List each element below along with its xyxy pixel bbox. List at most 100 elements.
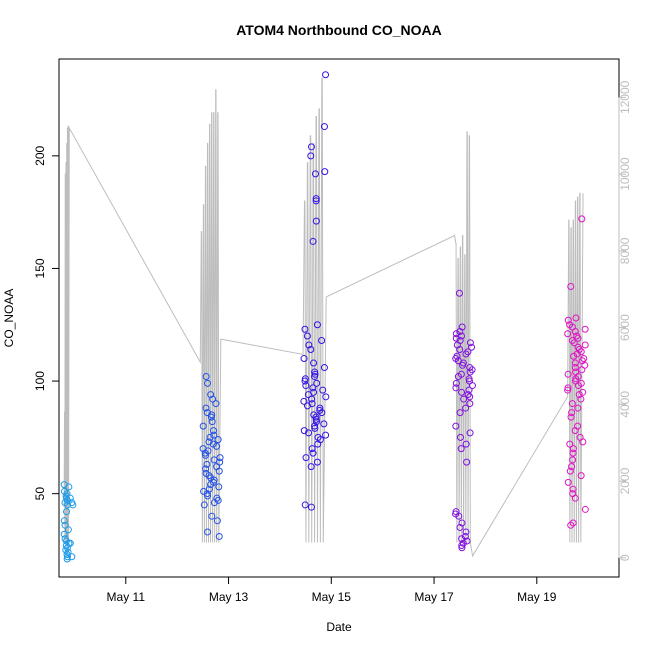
data-point bbox=[568, 463, 576, 471]
data-points bbox=[60, 71, 589, 563]
data-point bbox=[204, 528, 212, 536]
data-point bbox=[568, 337, 576, 345]
data-point bbox=[456, 409, 464, 417]
data-point bbox=[208, 418, 216, 426]
data-point bbox=[571, 364, 579, 372]
data-point bbox=[301, 377, 309, 385]
data-point bbox=[300, 427, 308, 435]
data-point bbox=[64, 526, 72, 534]
data-point bbox=[466, 364, 474, 372]
data-point bbox=[581, 341, 589, 349]
data-point bbox=[572, 375, 580, 383]
data-point bbox=[458, 541, 466, 549]
y-axis-label: CO_NOAA bbox=[2, 289, 16, 348]
data-point bbox=[456, 328, 464, 336]
data-point bbox=[564, 370, 572, 378]
data-point bbox=[309, 237, 317, 245]
data-point bbox=[574, 404, 582, 412]
data-point bbox=[320, 123, 328, 131]
data-point bbox=[302, 454, 310, 462]
data-point bbox=[204, 379, 212, 387]
data-point bbox=[322, 71, 330, 79]
data-point bbox=[312, 217, 320, 225]
data-point bbox=[311, 422, 319, 430]
data-point bbox=[465, 386, 473, 394]
data-point bbox=[458, 519, 466, 527]
data-point bbox=[570, 339, 578, 347]
data-point bbox=[305, 341, 313, 349]
data-point bbox=[205, 485, 213, 493]
data-point bbox=[301, 501, 309, 509]
data-point bbox=[572, 314, 580, 322]
data-point bbox=[468, 382, 476, 390]
altitude-trace bbox=[63, 77, 584, 558]
data-point bbox=[454, 373, 462, 381]
y-tick-label: 150 bbox=[33, 258, 47, 278]
data-point bbox=[577, 395, 585, 403]
data-point bbox=[462, 440, 470, 448]
data-point bbox=[307, 463, 315, 471]
data-point bbox=[457, 445, 465, 453]
data-point bbox=[568, 400, 576, 408]
y2-tick-label: 8000 bbox=[618, 237, 632, 264]
data-point bbox=[570, 352, 578, 360]
data-point bbox=[314, 440, 322, 448]
data-point bbox=[564, 330, 572, 338]
data-point bbox=[212, 400, 220, 408]
data-point bbox=[209, 395, 217, 403]
data-point bbox=[571, 359, 579, 367]
data-point bbox=[307, 152, 315, 160]
data-point bbox=[214, 496, 222, 504]
y2-tick-label: 10000 bbox=[618, 157, 632, 191]
data-point bbox=[466, 400, 474, 408]
data-point bbox=[203, 460, 211, 468]
data-point bbox=[456, 346, 464, 354]
x-tick-label: May 15 bbox=[312, 590, 352, 604]
data-point bbox=[300, 355, 308, 363]
data-point bbox=[301, 325, 309, 333]
data-point bbox=[313, 379, 321, 387]
data-point bbox=[567, 521, 575, 529]
data-point bbox=[566, 440, 574, 448]
data-point bbox=[316, 404, 324, 412]
data-point bbox=[466, 393, 474, 401]
data-point bbox=[215, 532, 223, 540]
data-point bbox=[571, 328, 579, 336]
y2-tick-label: 4000 bbox=[618, 391, 632, 418]
data-point bbox=[462, 350, 470, 358]
data-point bbox=[567, 282, 575, 290]
data-point bbox=[61, 521, 69, 529]
y-tick-label: 200 bbox=[33, 146, 47, 166]
data-point bbox=[208, 512, 216, 520]
data-point bbox=[573, 350, 581, 358]
data-point bbox=[461, 532, 469, 540]
data-point bbox=[307, 143, 315, 151]
data-point bbox=[308, 395, 316, 403]
data-point bbox=[204, 492, 212, 500]
data-point bbox=[312, 415, 320, 423]
data-point bbox=[304, 402, 312, 410]
data-point bbox=[569, 445, 577, 453]
data-point bbox=[65, 483, 73, 491]
data-point bbox=[319, 386, 327, 394]
data-point bbox=[214, 436, 222, 444]
data-point bbox=[199, 422, 207, 430]
data-point bbox=[578, 215, 586, 223]
x-tick-label: May 11 bbox=[107, 590, 146, 604]
y-tick-label: 50 bbox=[33, 487, 47, 501]
data-point bbox=[459, 361, 467, 369]
x-tick-label: May 19 bbox=[517, 590, 557, 604]
data-point bbox=[456, 433, 464, 441]
data-point bbox=[322, 431, 330, 439]
data-point bbox=[312, 195, 320, 203]
data-point bbox=[69, 501, 77, 509]
data-point bbox=[311, 424, 319, 432]
data-point bbox=[456, 523, 464, 531]
data-point bbox=[64, 501, 72, 509]
data-point bbox=[452, 379, 460, 387]
data-point bbox=[468, 343, 476, 351]
data-point bbox=[305, 429, 313, 437]
data-point bbox=[207, 413, 215, 421]
data-point bbox=[311, 170, 319, 178]
